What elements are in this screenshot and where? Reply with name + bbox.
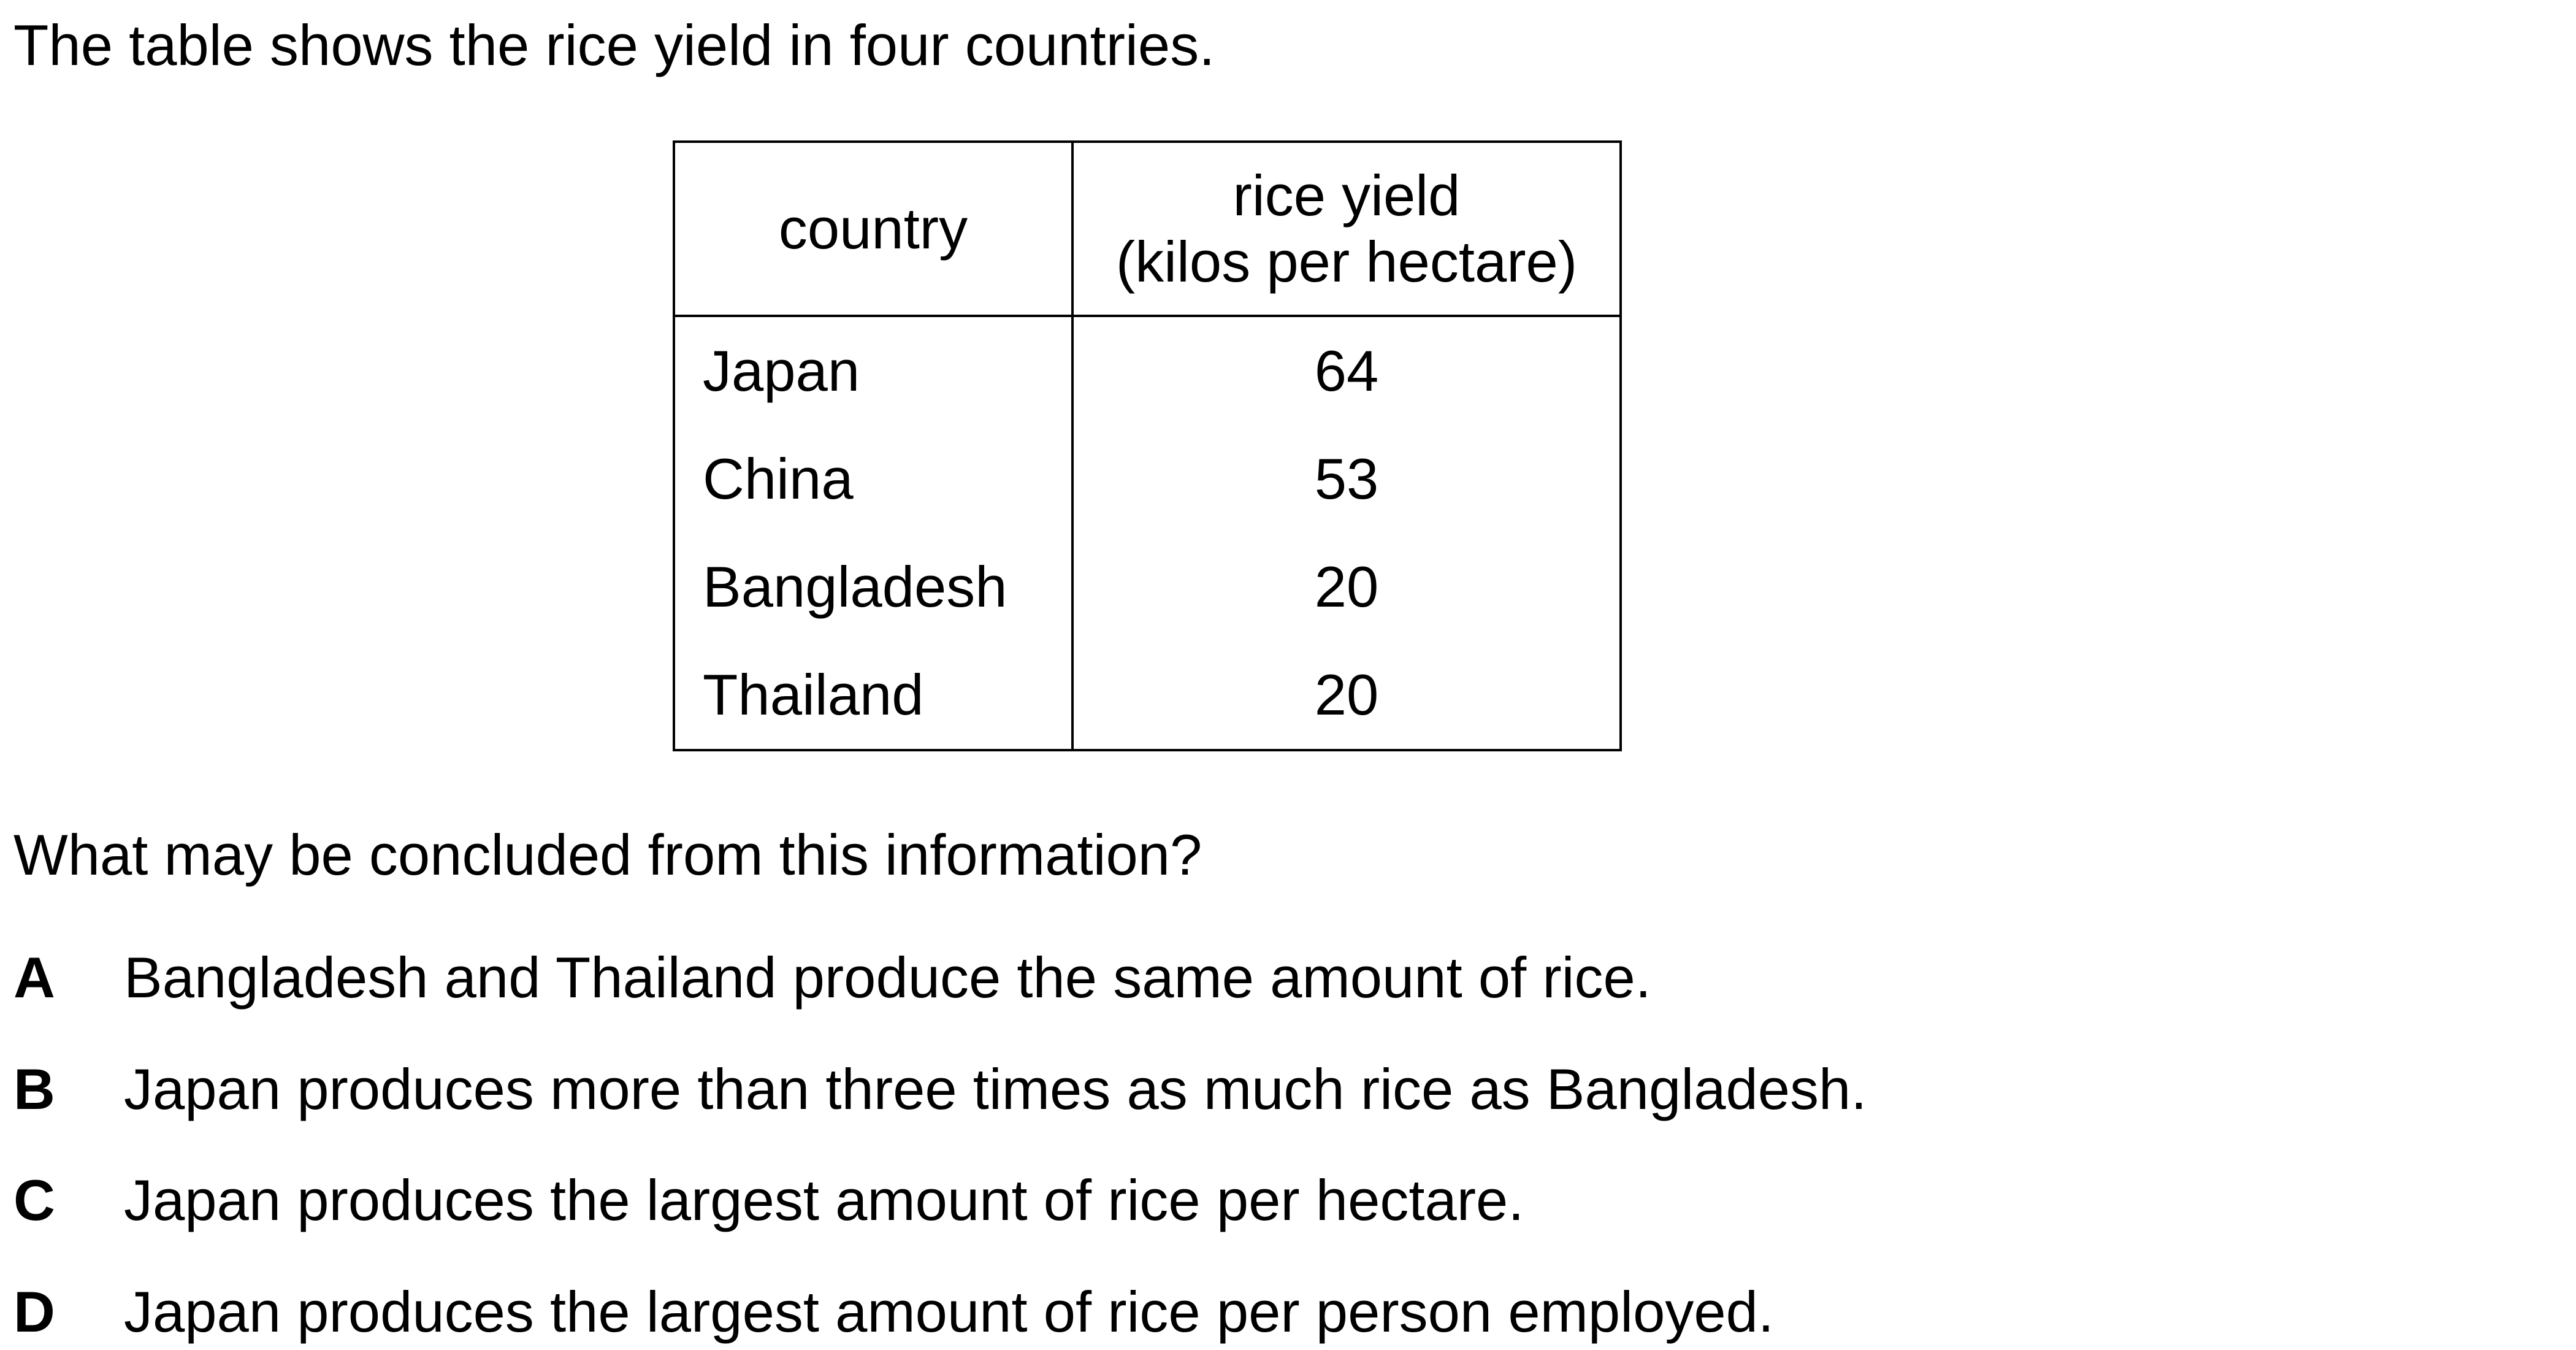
table-row: Bangladesh 20 <box>673 533 1622 641</box>
answer-option-c[interactable]: C Japan produces the largest amount of ri… <box>13 1167 1524 1233</box>
answer-option-a[interactable]: A Bangladesh and Thailand produce the sam… <box>13 945 1651 1011</box>
header-rice-yield: rice yield (kilos per hectare) <box>1071 140 1622 317</box>
option-letter: B <box>13 1057 55 1121</box>
header-country: country <box>673 140 1074 317</box>
answer-option-d[interactable]: D Japan produces the largest amount of ri… <box>13 1279 1774 1345</box>
answer-option-b[interactable]: B Japan produces more than three times as… <box>13 1056 1867 1122</box>
table-row: Thailand 20 <box>673 641 1622 751</box>
header-rice-yield-unit: (kilos per hectare) <box>1115 229 1578 294</box>
yield-cell: 20 <box>1071 533 1622 641</box>
yield-cell: 64 <box>1071 316 1622 425</box>
intro-text: The table shows the rice yield in four c… <box>13 13 1215 77</box>
yield-cell: 53 <box>1071 425 1622 533</box>
option-letter: A <box>13 945 55 1010</box>
option-text: Japan produces the largest amount of ric… <box>124 1279 1775 1344</box>
country-cell: China <box>673 425 1074 533</box>
option-text: Bangladesh and Thailand produce the same… <box>124 945 1651 1010</box>
country-cell: Japan <box>673 316 1074 425</box>
option-letter: C <box>13 1168 55 1232</box>
table-header-row: country rice yield (kilos per hectare) <box>673 140 1622 317</box>
country-cell: Thailand <box>673 641 1074 751</box>
rice-yield-table: country rice yield (kilos per hectare) J… <box>673 140 1622 751</box>
yield-cell: 20 <box>1071 641 1622 751</box>
option-text: Japan produces the largest amount of ric… <box>124 1168 1524 1232</box>
country-cell: Bangladesh <box>673 533 1074 641</box>
question-text: What may be concluded from this informat… <box>13 823 1202 887</box>
table-row: China 53 <box>673 425 1622 533</box>
header-rice-yield-title: rice yield <box>1233 163 1461 228</box>
option-letter: D <box>13 1279 55 1344</box>
table-row: Japan 64 <box>673 316 1622 425</box>
option-text: Japan produces more than three times as … <box>124 1057 1867 1121</box>
